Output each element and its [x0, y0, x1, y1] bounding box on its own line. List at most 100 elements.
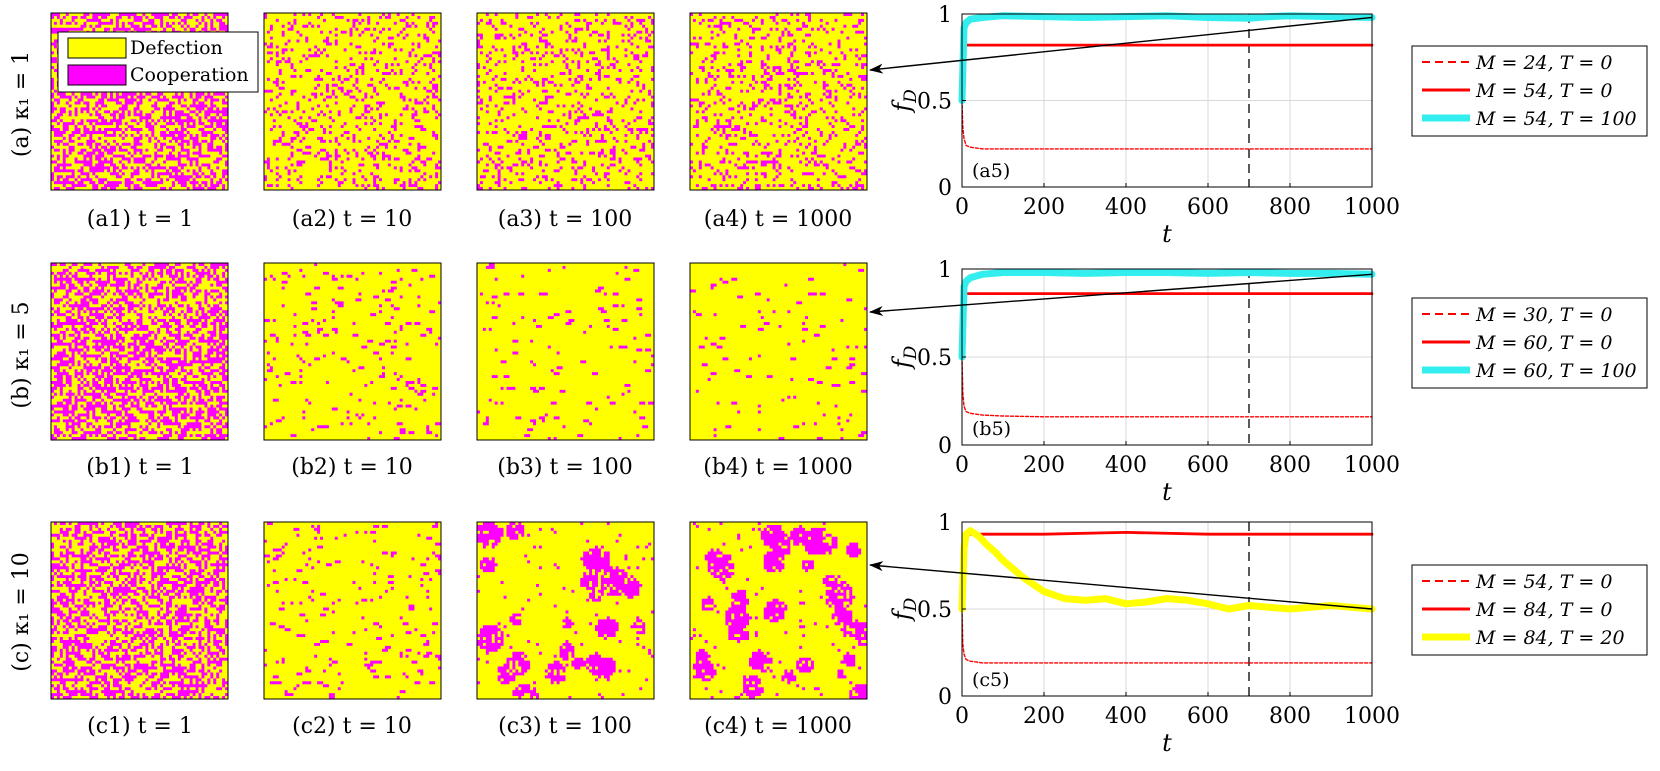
lattice-frame: [50, 12, 229, 191]
caption-b4: (b4) t = 1000: [703, 455, 853, 480]
y-tick-label: 0: [938, 685, 952, 710]
y-tick-label: 0.5: [917, 598, 952, 623]
series-line-1: [961, 356, 1373, 418]
legend-label: M = 54, T = 0: [1475, 571, 1612, 593]
lattice-b2: [263, 262, 442, 441]
caption-a4: (a4) t = 1000: [704, 207, 853, 232]
cooperation-cells: [477, 263, 654, 440]
caption-b2: (b2) t = 10: [291, 455, 413, 480]
cooperation-cells: [264, 522, 441, 699]
series-line-3: [958, 527, 1376, 613]
lattice-background: [264, 263, 441, 440]
cooperation-cells: [690, 13, 867, 190]
legend-swatch-cooperation: [67, 64, 127, 86]
cooperation-cells: [690, 522, 867, 699]
series-line-3: [958, 12, 1376, 104]
pointer-arrow: [869, 561, 1373, 610]
lattice-frame: [263, 262, 442, 441]
x-axis-label: t: [1162, 220, 1172, 248]
caption-b3: (b3) t = 100: [497, 455, 633, 480]
caption-c4: (c4) t = 1000: [704, 714, 852, 739]
cooperation-cells: [51, 263, 228, 440]
x-tick-label: 600: [1187, 704, 1229, 729]
lattice-frame: [50, 262, 229, 441]
cooperation-cells: [264, 13, 441, 190]
legend-label-cooperation: Cooperation: [130, 64, 249, 86]
x-tick-label: 0: [955, 195, 969, 220]
series-line-3: [958, 269, 1376, 361]
y-tick-label: 1: [938, 511, 952, 536]
lattice-background: [477, 263, 654, 440]
cooperation-cells: [477, 522, 654, 699]
row-label-c: (c) κ₁ = 10: [9, 552, 34, 671]
lattice-frame: [689, 12, 868, 191]
row-label-a: (a) κ₁ = 1: [9, 51, 34, 157]
lattice-legend: Defection Cooperation: [57, 31, 259, 93]
x-tick-label: 0: [955, 704, 969, 729]
x-tick-label: 1000: [1344, 704, 1400, 729]
x-tick-label: 1000: [1344, 195, 1400, 220]
y-tick-label: 0.5: [917, 90, 952, 115]
lattice-frame: [476, 521, 655, 700]
lattice-frame: [476, 262, 655, 441]
pointer-arrow: [869, 273, 1373, 317]
legend-swatch-defection: [67, 37, 127, 59]
y-tick-label: 0: [938, 176, 952, 201]
chart-legend: M = 24, T = 0 M = 54, T = 0 M = 54, T = 10…: [1411, 45, 1648, 137]
pointer-arrow: [869, 16, 1373, 74]
x-tick-label: 200: [1023, 704, 1065, 729]
legend-label: M = 24, T = 0: [1475, 52, 1612, 74]
lattice-c3: [476, 521, 655, 700]
lattice-frame: [476, 12, 655, 191]
legend-label: M = 30, T = 0: [1475, 304, 1612, 326]
lattice-a2: [263, 12, 442, 191]
cooperation-cells: [264, 263, 441, 440]
lattice-frame: [689, 262, 868, 441]
lattice-frame: [263, 12, 442, 191]
chart-legend: M = 54, T = 0 M = 84, T = 0 M = 84, T = 20: [1411, 564, 1648, 656]
lattice-frame: [263, 521, 442, 700]
lattice-c4: [689, 521, 868, 700]
lattice-b4: [689, 262, 868, 441]
legend-label: M = 84, T = 0: [1475, 599, 1612, 621]
row-labels: (a) κ₁ = 1 (b) κ₁ = 5 (c) κ₁ = 10: [9, 51, 34, 672]
panel-label: (a5): [972, 160, 1010, 182]
caption-a2: (a2) t = 10: [292, 207, 413, 232]
caption-b1: (b1) t = 1: [86, 455, 194, 480]
cooperation-cells: [51, 522, 228, 699]
legend-label: M = 54, T = 0: [1475, 80, 1612, 102]
lattice-background: [264, 522, 441, 699]
y-tick-label: 1: [938, 258, 952, 283]
x-tick-label: 400: [1105, 453, 1147, 478]
lattice-c1: [50, 521, 229, 700]
lattice-frame: [689, 521, 868, 700]
x-tick-label: 800: [1269, 453, 1311, 478]
caption-a3: (a3) t = 100: [498, 207, 633, 232]
caption-c3: (c3) t = 100: [498, 714, 632, 739]
panel-label: (b5): [972, 418, 1011, 440]
cooperation-cells: [477, 13, 654, 190]
x-axis-label: t: [1162, 478, 1172, 506]
x-tick-label: 800: [1269, 704, 1311, 729]
x-tick-label: 400: [1105, 195, 1147, 220]
y-tick-label: 0: [938, 434, 952, 459]
x-tick-label: 600: [1187, 195, 1229, 220]
snapshot-captions: (a1) t = 1 (a2) t = 10 (a3) t = 100 (a4)…: [86, 207, 853, 739]
lattice-b1: [50, 262, 229, 441]
caption-c2: (c2) t = 10: [292, 714, 412, 739]
cooperation-cells: [690, 263, 867, 440]
lattice-snapshots: [50, 12, 868, 700]
x-tick-label: 1000: [1344, 453, 1400, 478]
lattice-c2: [263, 521, 442, 700]
x-tick-label: 200: [1023, 195, 1065, 220]
legend-label: M = 84, T = 20: [1475, 627, 1625, 649]
lattice-frame: [50, 521, 229, 700]
legend-label: M = 54, T = 100: [1475, 108, 1637, 130]
x-tick-label: 600: [1187, 453, 1229, 478]
y-tick-label: 1: [938, 3, 952, 28]
